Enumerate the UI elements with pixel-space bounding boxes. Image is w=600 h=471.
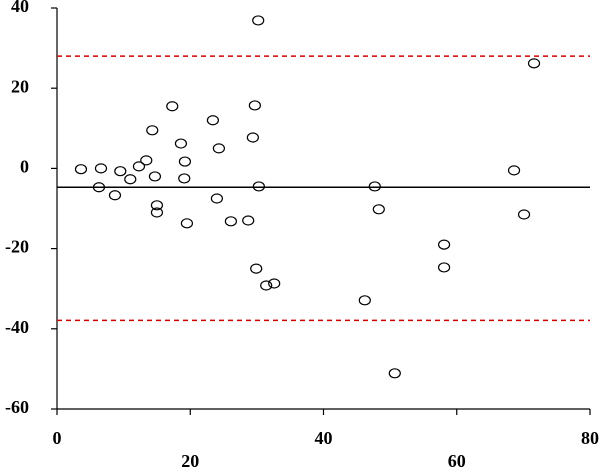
point bbox=[517, 209, 531, 220]
x-tick-label: 80 bbox=[581, 428, 599, 448]
point bbox=[74, 164, 88, 175]
point bbox=[368, 181, 381, 192]
point bbox=[166, 101, 179, 112]
point bbox=[140, 155, 153, 166]
point bbox=[210, 193, 223, 204]
point bbox=[527, 58, 541, 69]
point bbox=[388, 368, 401, 379]
point bbox=[372, 204, 385, 215]
point bbox=[114, 166, 127, 177]
point bbox=[437, 239, 451, 250]
point bbox=[92, 182, 106, 193]
point bbox=[174, 138, 188, 149]
point bbox=[268, 278, 281, 289]
point bbox=[150, 200, 164, 211]
point bbox=[94, 163, 108, 174]
point bbox=[148, 171, 162, 182]
point bbox=[260, 280, 273, 291]
x-tick-label: 60 bbox=[448, 451, 466, 471]
point bbox=[178, 173, 191, 184]
point bbox=[180, 218, 194, 229]
y-tick-label: 20 bbox=[11, 76, 29, 96]
point bbox=[252, 181, 265, 192]
point bbox=[132, 161, 146, 172]
point bbox=[358, 295, 371, 306]
x-tick-label: 0 bbox=[53, 428, 62, 448]
x-tick-label: 20 bbox=[181, 451, 199, 471]
point bbox=[146, 125, 159, 136]
point bbox=[212, 143, 225, 154]
y-tick-label: 0 bbox=[20, 157, 29, 177]
point bbox=[252, 15, 265, 26]
point bbox=[242, 215, 255, 226]
point bbox=[248, 100, 261, 111]
x-tick-label: 40 bbox=[315, 428, 333, 448]
y-tick-label: -40 bbox=[5, 317, 29, 337]
point bbox=[108, 190, 122, 201]
point bbox=[250, 263, 263, 274]
y-tick-label: -20 bbox=[5, 237, 29, 257]
y-tick-label: -60 bbox=[5, 397, 29, 417]
y-tick-label: 40 bbox=[11, 0, 29, 16]
point bbox=[246, 132, 259, 143]
point bbox=[224, 216, 237, 227]
point bbox=[507, 165, 521, 176]
point bbox=[437, 262, 451, 273]
point bbox=[206, 115, 220, 126]
point bbox=[124, 174, 137, 185]
point bbox=[150, 207, 164, 218]
point bbox=[178, 156, 192, 167]
